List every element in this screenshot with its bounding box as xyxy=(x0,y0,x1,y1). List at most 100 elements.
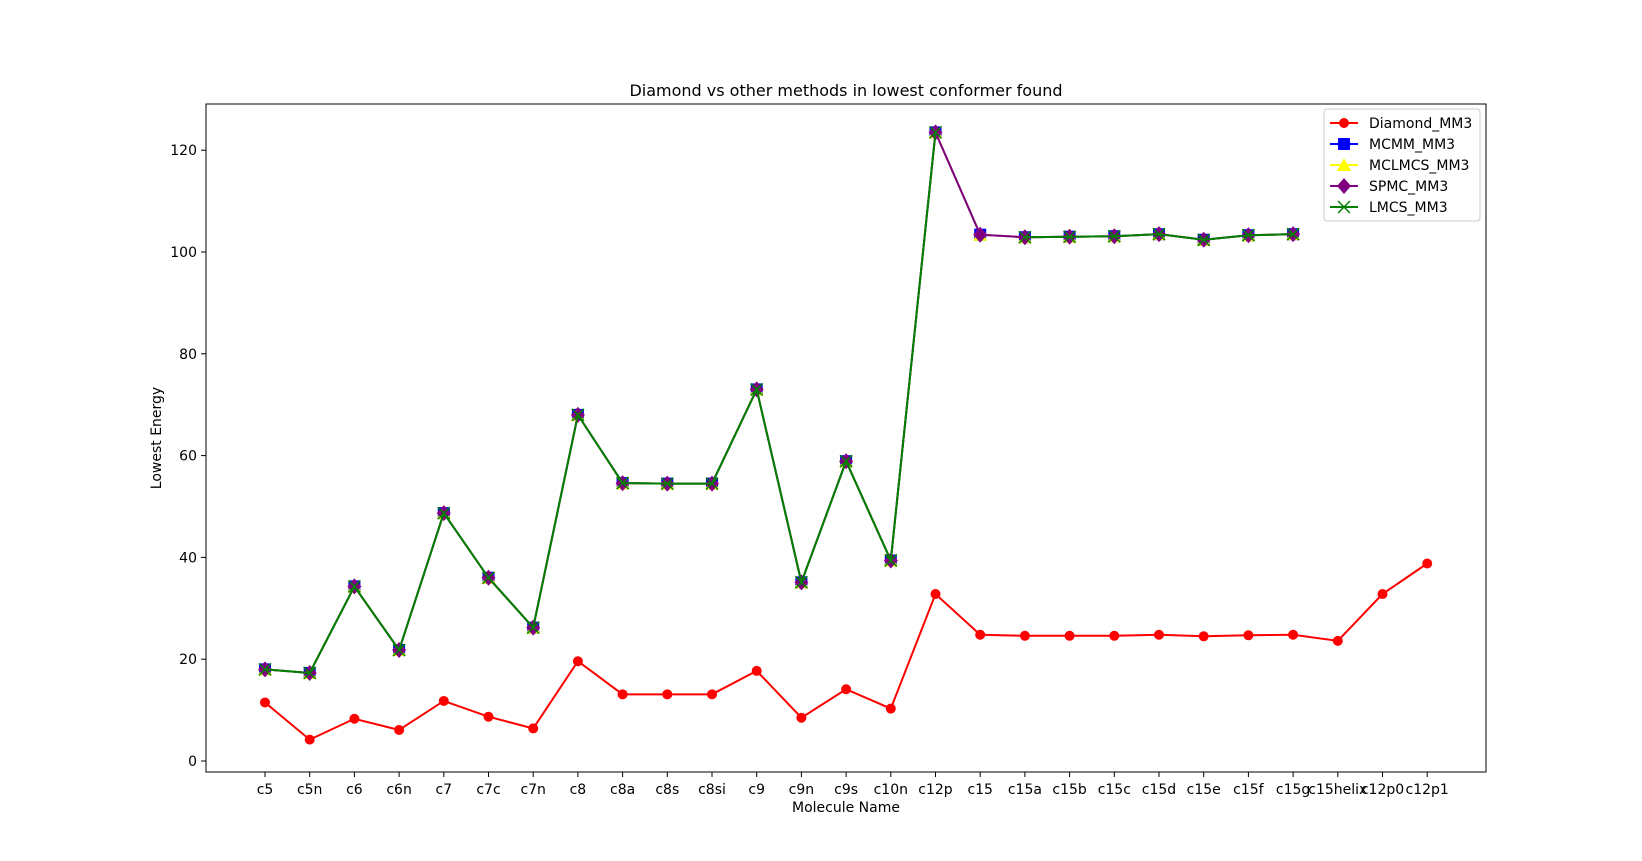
y-tick-label: 120 xyxy=(170,143,197,159)
legend-label: Diamond_MM3 xyxy=(1369,116,1472,132)
data-point xyxy=(617,689,628,700)
x-tick-label: c15 xyxy=(967,782,993,798)
data-point xyxy=(1152,227,1166,241)
data-point xyxy=(1197,233,1211,247)
series-lmcs-mm3 xyxy=(258,125,1300,680)
data-point xyxy=(1241,228,1255,242)
x-tick-label: c15c xyxy=(1098,782,1131,798)
data-point xyxy=(1332,635,1343,646)
y-axis-label: Lowest Energy xyxy=(149,387,165,489)
data-point xyxy=(304,734,315,745)
series-spmc-mm3 xyxy=(258,124,1301,681)
legend-label: MCMM_MM3 xyxy=(1369,137,1455,153)
x-tick-label: c15f xyxy=(1233,782,1265,798)
data-point xyxy=(1107,229,1121,243)
x-tick-label: c6n xyxy=(386,782,411,798)
data-point xyxy=(571,408,585,422)
data-point xyxy=(794,575,808,589)
x-tick-label: c15e xyxy=(1187,782,1221,798)
data-point xyxy=(751,665,762,676)
data-point xyxy=(975,629,986,640)
series-line xyxy=(264,128,1294,674)
data-point xyxy=(1288,629,1299,640)
data-point xyxy=(572,656,583,667)
data-point xyxy=(1286,227,1300,241)
x-tick-label: c6 xyxy=(346,782,363,798)
series-line xyxy=(264,128,1294,674)
x-tick-label: c12p0 xyxy=(1361,782,1404,798)
x-tick-label: c15d xyxy=(1142,782,1176,798)
x-tick-label: c12p xyxy=(918,782,953,798)
data-point xyxy=(392,643,406,657)
legend-box xyxy=(1323,108,1481,222)
data-point xyxy=(928,125,943,139)
x-tick-label: c7 xyxy=(435,782,452,798)
x-tick-label: c9s xyxy=(834,782,858,798)
data-point xyxy=(349,713,360,724)
series-diamond-mm3 xyxy=(260,558,1433,745)
legend-item: MCMM_MM3 xyxy=(1330,137,1455,153)
legend-label: LMCS_MM3 xyxy=(1369,200,1448,216)
x-tick-label: c10n xyxy=(874,782,908,798)
x-tick-label: c5 xyxy=(257,782,274,798)
data-point xyxy=(1019,630,1030,641)
data-point xyxy=(616,476,630,490)
data-point xyxy=(1338,138,1350,150)
x-tick-label: c5n xyxy=(297,782,322,798)
data-point xyxy=(1018,230,1032,244)
y-tick-label: 0 xyxy=(188,754,197,770)
data-point xyxy=(528,723,539,734)
legend-label: MCLMCS_MM3 xyxy=(1369,158,1469,174)
series-line xyxy=(264,562,1428,741)
data-point xyxy=(258,662,272,676)
data-point xyxy=(839,454,853,468)
data-point xyxy=(1422,558,1433,569)
x-tick-label: c9 xyxy=(748,782,765,798)
data-point xyxy=(1243,630,1254,641)
y-tick-label: 20 xyxy=(179,652,197,668)
plot-frame xyxy=(205,103,1487,773)
data-point xyxy=(1337,200,1351,214)
data-point xyxy=(1109,630,1120,641)
data-point xyxy=(1064,630,1075,641)
data-point xyxy=(437,506,451,520)
legend-item: Diamond_MM3 xyxy=(1330,116,1472,132)
data-point xyxy=(885,703,896,714)
x-tick-label: c8si xyxy=(698,782,726,798)
data-point xyxy=(347,579,361,593)
x-tick-label: c15helix xyxy=(1308,782,1367,798)
legend-label: SPMC_MM3 xyxy=(1369,179,1448,195)
x-tick-label: c15a xyxy=(1008,782,1042,798)
series-mcmm-mm3 xyxy=(259,126,1300,679)
data-point xyxy=(707,689,717,700)
data-point xyxy=(796,712,807,723)
data-point xyxy=(1154,629,1164,640)
x-tick-label: c7n xyxy=(520,782,545,798)
data-point xyxy=(660,477,674,491)
x-tick-label: c15b xyxy=(1052,782,1087,798)
data-point xyxy=(1339,118,1349,128)
data-point xyxy=(705,477,719,491)
x-tick-label: c9n xyxy=(789,782,814,798)
data-point xyxy=(841,684,852,695)
series-mclmcs-mm3 xyxy=(258,125,1301,679)
y-tick-label: 80 xyxy=(179,347,197,363)
data-point xyxy=(481,571,496,585)
series-line xyxy=(264,132,937,674)
x-tick-label: c8 xyxy=(570,782,587,798)
x-tick-label: c7c xyxy=(476,782,500,798)
legend-item: LMCS_MM3 xyxy=(1330,200,1448,216)
data-point xyxy=(750,382,764,396)
series-line xyxy=(264,128,1294,674)
legend-item: SPMC_MM3 xyxy=(1330,178,1448,195)
chart-title: Diamond vs other methods in lowest confo… xyxy=(629,81,1062,100)
legend-item: MCLMCS_MM3 xyxy=(1330,158,1469,174)
data-point xyxy=(973,226,988,243)
data-point xyxy=(1377,589,1388,600)
data-point xyxy=(884,553,898,567)
x-axis-label: Molecule Name xyxy=(792,800,900,816)
x-tick-label: c12p1 xyxy=(1406,782,1449,798)
data-point xyxy=(260,697,270,708)
y-tick-label: 60 xyxy=(179,449,197,465)
